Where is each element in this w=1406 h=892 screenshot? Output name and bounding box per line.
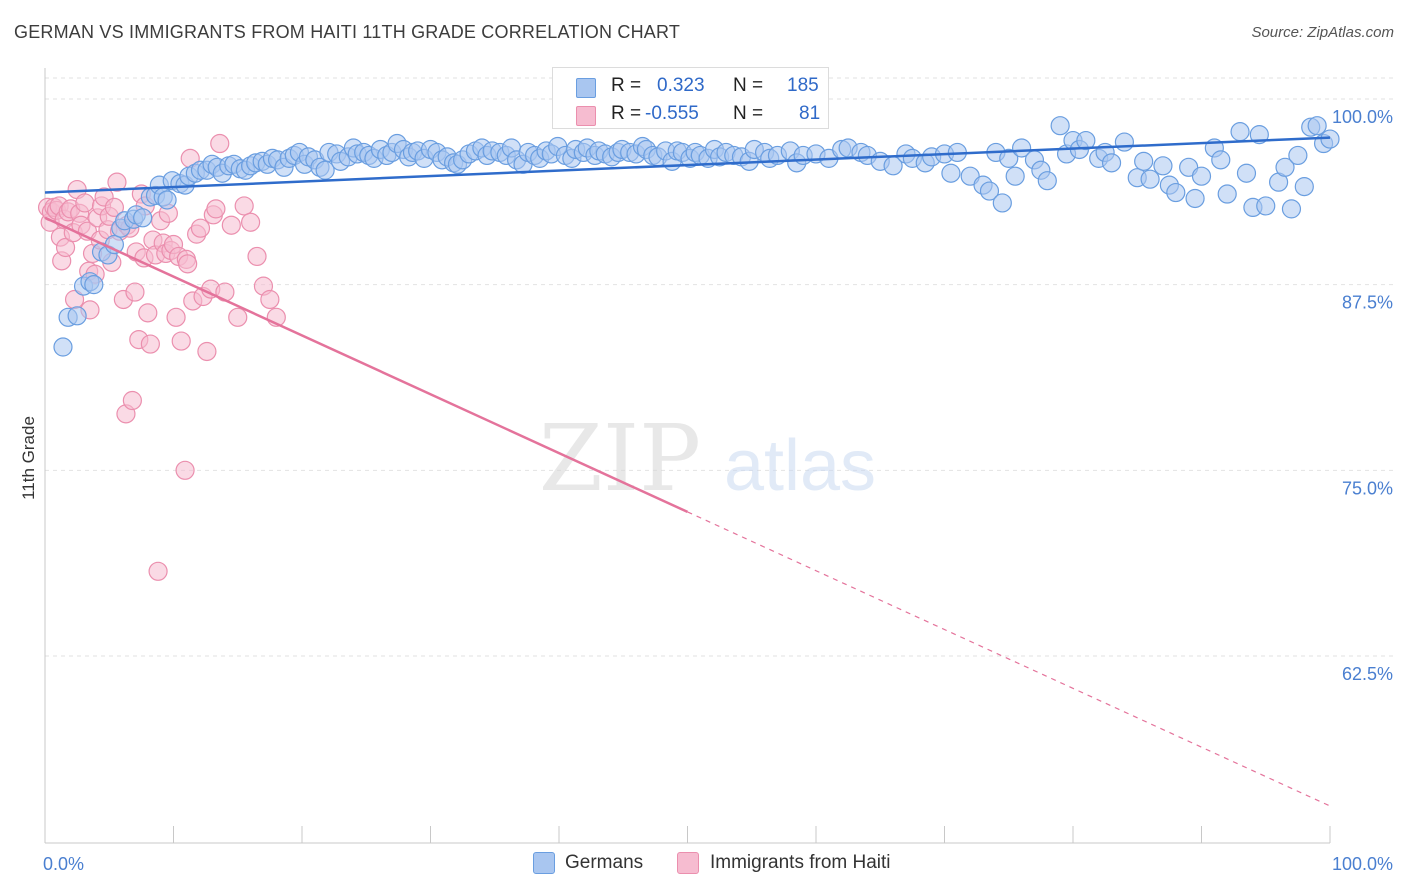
haiti-point [228,307,248,327]
german-point [1191,166,1212,186]
stats-row-german: R = 0.323 N = 185 [553,73,828,101]
german-point [1134,151,1154,171]
haiti-point [190,218,211,238]
haiti-point [247,246,267,267]
german-point [1005,166,1025,186]
german-point [1275,157,1295,177]
haiti-n-value: 81 [799,103,821,124]
y-tick-label: 75.0% [1342,478,1393,498]
german-point [53,337,73,357]
german-point [84,275,104,295]
german-point [1281,199,1302,219]
legend-germans-swatch [533,852,555,874]
y-tick-label: 87.5% [1342,293,1393,313]
haiti-point [148,561,168,581]
watermark-atlas: atlas [724,426,876,506]
german-point [999,148,1019,168]
german-point [1037,171,1057,191]
legend-haiti-label: Immigrants from Haiti [710,852,891,873]
haiti-point [171,331,191,351]
german-r-label: R = [611,75,642,96]
haiti-point [138,303,158,323]
german-n-value: 185 [787,75,819,96]
watermark-zip: ZIP [539,405,701,512]
haiti-point [178,254,198,274]
haiti-point [175,460,195,480]
german-n-label: N = [733,75,764,96]
y-axis-title: 11th Grade [19,416,38,500]
haiti-point [197,341,217,362]
haiti-point [122,390,142,411]
german-point [133,208,153,228]
german-point [1050,116,1070,136]
german-swatch [576,78,596,98]
haiti-point [140,334,160,354]
trend-lines [44,136,1331,807]
german-point [1114,132,1135,152]
haiti-point [206,199,226,219]
y-tick-label: 62.5% [1342,664,1393,684]
german-point [1185,188,1205,209]
haiti-point [234,196,254,216]
german-point [1211,150,1231,170]
watermark: ZIP atlas [539,405,876,512]
german-r-value: 0.323 [657,75,705,96]
german-point [941,163,961,183]
german-point [1288,145,1308,166]
german-trend-line [44,136,1331,194]
haiti-swatch [576,106,596,126]
german-point [1236,163,1257,183]
y-tick-label: 100.0% [1332,107,1393,127]
haiti-n-label: N = [733,103,764,124]
haiti-trend-line [44,216,689,514]
haiti-point [75,193,95,213]
german-point [1294,177,1314,197]
haiti-point [125,282,145,302]
german-point [1153,156,1173,176]
german-point [1101,153,1122,173]
x-tick-label-left: 0.0% [43,854,84,874]
german-point [1230,122,1250,142]
german-point [67,306,87,326]
german-point [157,190,177,210]
haiti-point [221,215,241,235]
german-point [1166,182,1186,203]
haiti-point [210,133,230,154]
german-point [1217,184,1237,204]
german-point [1076,130,1096,151]
haiti-point [166,307,186,327]
haiti-r-value: -0.555 [645,103,699,124]
tick-labels: 100.0% 87.5% 75.0% 62.5% 0.0% 100.0% [43,107,1393,874]
chart-title: GERMAN VS IMMIGRANTS FROM HAITI 11TH GRA… [14,22,681,42]
haiti-point [260,289,280,310]
german-point [1249,125,1269,145]
legend-germans-label: Germans [565,852,644,873]
legend-haiti-swatch [677,852,699,874]
german-point [1011,138,1032,158]
german-points [53,116,1340,357]
axes [44,68,1331,844]
haiti-point [55,237,76,258]
stats-row-haiti: R = -0.555 N = 81 [553,101,828,129]
german-point [315,160,335,180]
german-point [1256,196,1276,216]
german-point [979,181,1000,201]
source-credit: Source: ZipAtlas.com [1251,24,1394,41]
stats-legend: R = 0.323 N = 185 R = -0.555 N = 81 [552,67,829,129]
german-point [992,193,1012,213]
haiti-point [107,172,127,192]
german-point [1307,116,1327,136]
x-tick-label-right: 100.0% [1332,854,1393,874]
german-point [1140,169,1160,189]
haiti-r-label: R = [611,103,642,124]
haiti-point [241,212,261,232]
haiti-trend-line-extrapolated [687,511,1331,807]
haiti-point [104,197,124,217]
